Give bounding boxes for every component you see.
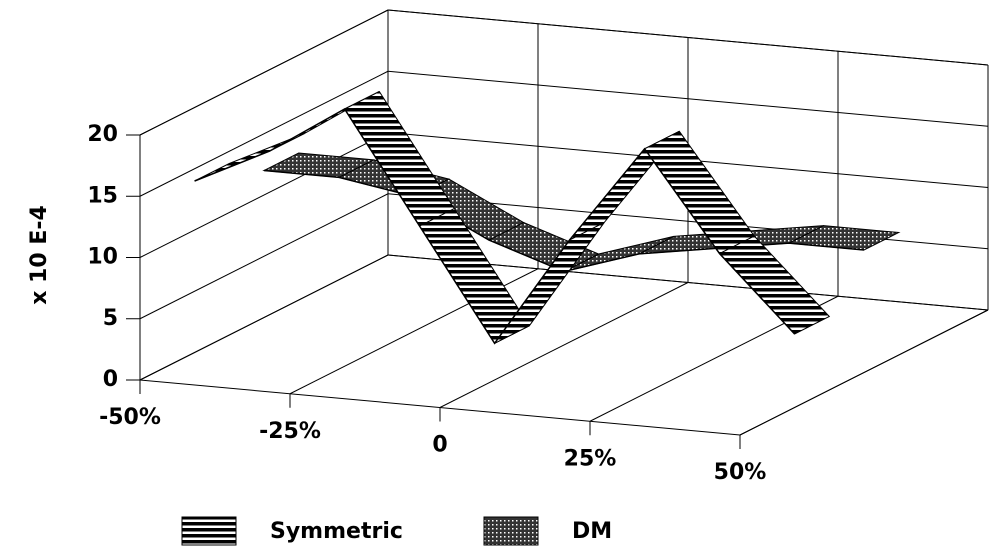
- x-tick-label: -25%: [259, 419, 321, 444]
- grid-line: [739, 309, 989, 436]
- y-tick-label: 0: [103, 367, 118, 392]
- grid-line: [139, 70, 389, 197]
- legend-label: Symmetric: [270, 519, 403, 544]
- grid-line: [139, 132, 389, 258]
- y-tick-label: 5: [103, 306, 118, 331]
- y-axis-label: x 10 E-4: [27, 205, 52, 305]
- y-tick-label: 15: [87, 183, 118, 208]
- y-tick-label: 20: [87, 122, 118, 147]
- grid-line: [139, 254, 389, 381]
- grid-line: [439, 282, 689, 408]
- x-tick-label: 25%: [564, 446, 617, 471]
- legend-label: DM: [572, 519, 612, 544]
- x-tick-label: 0: [432, 433, 447, 458]
- ribbon-face: [718, 235, 831, 335]
- series-line: [194, 107, 796, 345]
- grid-line: [139, 9, 389, 136]
- x-tick-label: 50%: [714, 460, 767, 485]
- grid-line: [139, 193, 389, 320]
- legend-swatch: [181, 516, 237, 546]
- x-tick-label: -50%: [99, 405, 161, 430]
- legend-swatch: [483, 516, 539, 546]
- y-tick-label: 10: [87, 245, 118, 270]
